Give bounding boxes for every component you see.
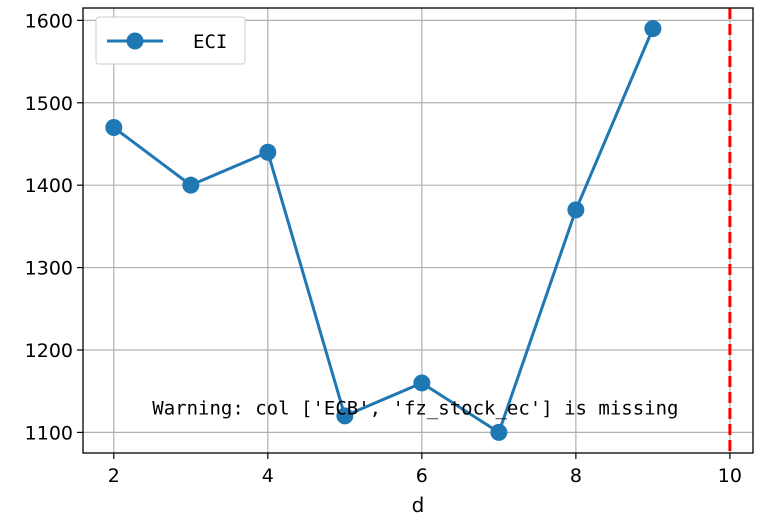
data-point — [413, 374, 431, 392]
plot-frame — [82, 7, 754, 454]
data-point — [490, 423, 508, 441]
data-point — [105, 118, 123, 136]
x-tick-label: 6 — [416, 465, 428, 487]
data-point — [182, 176, 200, 194]
data-point — [336, 407, 354, 425]
legend-circle-marker — [126, 32, 144, 50]
x-tick-label: 2 — [108, 465, 120, 487]
data-point — [644, 20, 662, 38]
y-tick-label: 1500 — [25, 93, 73, 115]
data-point — [259, 143, 277, 161]
x-tick-label: 8 — [570, 465, 582, 487]
y-tick-label: 1600 — [25, 10, 73, 32]
series-line — [112, 28, 655, 434]
axis-ticks: 2 4 6 8 10 1100 1200 1300 1400 1500 1600 — [25, 10, 742, 487]
legend-box — [95, 16, 246, 65]
series-layer — [105, 20, 662, 441]
legend: ECI — [95, 16, 246, 65]
y-tick-label: 1100 — [25, 422, 73, 444]
legend-label: ECI — [193, 31, 227, 53]
warning-annotation: Warning: col ['ECB', 'fz_stock_ec'] is m… — [152, 398, 678, 420]
x-tick-label: 4 — [262, 465, 274, 487]
x-axis-label: d — [412, 493, 425, 517]
y-tick-label: 1400 — [25, 175, 73, 197]
x-tick-label: 10 — [718, 465, 742, 487]
data-point — [567, 201, 585, 219]
y-tick-label: 1200 — [25, 340, 73, 362]
annotations: Warning: col ['ECB', 'fz_stock_ec'] is m… — [152, 398, 678, 420]
y-tick-label: 1300 — [25, 258, 73, 280]
